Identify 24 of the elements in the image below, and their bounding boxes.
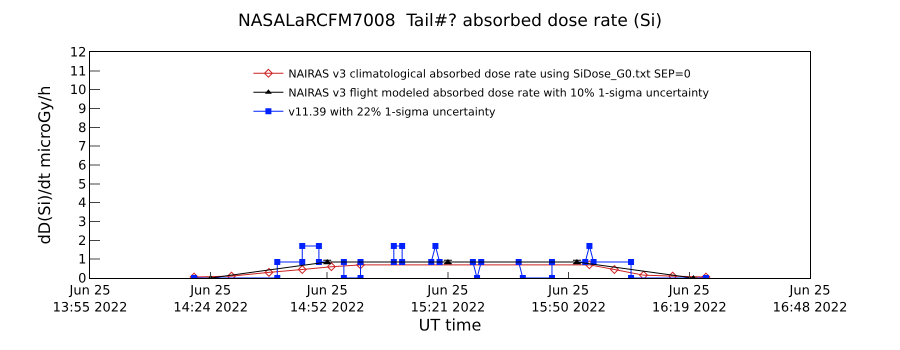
legend-label: v11.39 with 22% 1-sigma uncertainty xyxy=(288,106,496,119)
y-tick-label: 7 xyxy=(78,140,86,155)
legend-label: NAIRAS v3 climatological absorbed dose rate using SiDose_G0.txt SEP=0 xyxy=(288,68,691,81)
x-axis-title: UT time xyxy=(418,316,482,334)
y-tick-label: 5 xyxy=(78,177,86,192)
x-tick-label: Jun 25 14:52 2022 xyxy=(290,284,365,316)
x-tick-label: Jun 25 16:19 2022 xyxy=(652,284,727,316)
y-tick-label: 4 xyxy=(78,196,86,212)
y-tick-label: 11 xyxy=(70,64,86,80)
x-tick-label: Jun 25 15:50 2022 xyxy=(531,284,606,316)
y-tick-label: 10 xyxy=(70,83,86,98)
y-tick-label: 12 xyxy=(70,46,86,61)
y-tick-label: 8 xyxy=(78,120,86,136)
x-tick-label: Jun 25 14:24 2022 xyxy=(173,284,248,316)
chart-title: NASALaRCFM7008 Tail#? absorbed dose rate (Si) xyxy=(238,10,662,31)
y-tick-label: 9 xyxy=(78,102,86,118)
y-axis-title: dD(Si)/dt microGy/h xyxy=(34,86,54,244)
x-tick-label: Jun 25 15:21 2022 xyxy=(410,284,486,316)
y-tick-label: 1 xyxy=(78,252,86,268)
x-tick-label: Jun 25 16:48 2022 xyxy=(772,284,848,316)
legend-label: NAIRAS v3 flight modeled absorbed dose rate with 10% 1-sigma uncertainty xyxy=(288,86,710,100)
y-tick-label: 3 xyxy=(78,215,86,230)
y-tick-label: 2 xyxy=(78,234,86,249)
y-tick-label: 6 xyxy=(78,158,86,174)
